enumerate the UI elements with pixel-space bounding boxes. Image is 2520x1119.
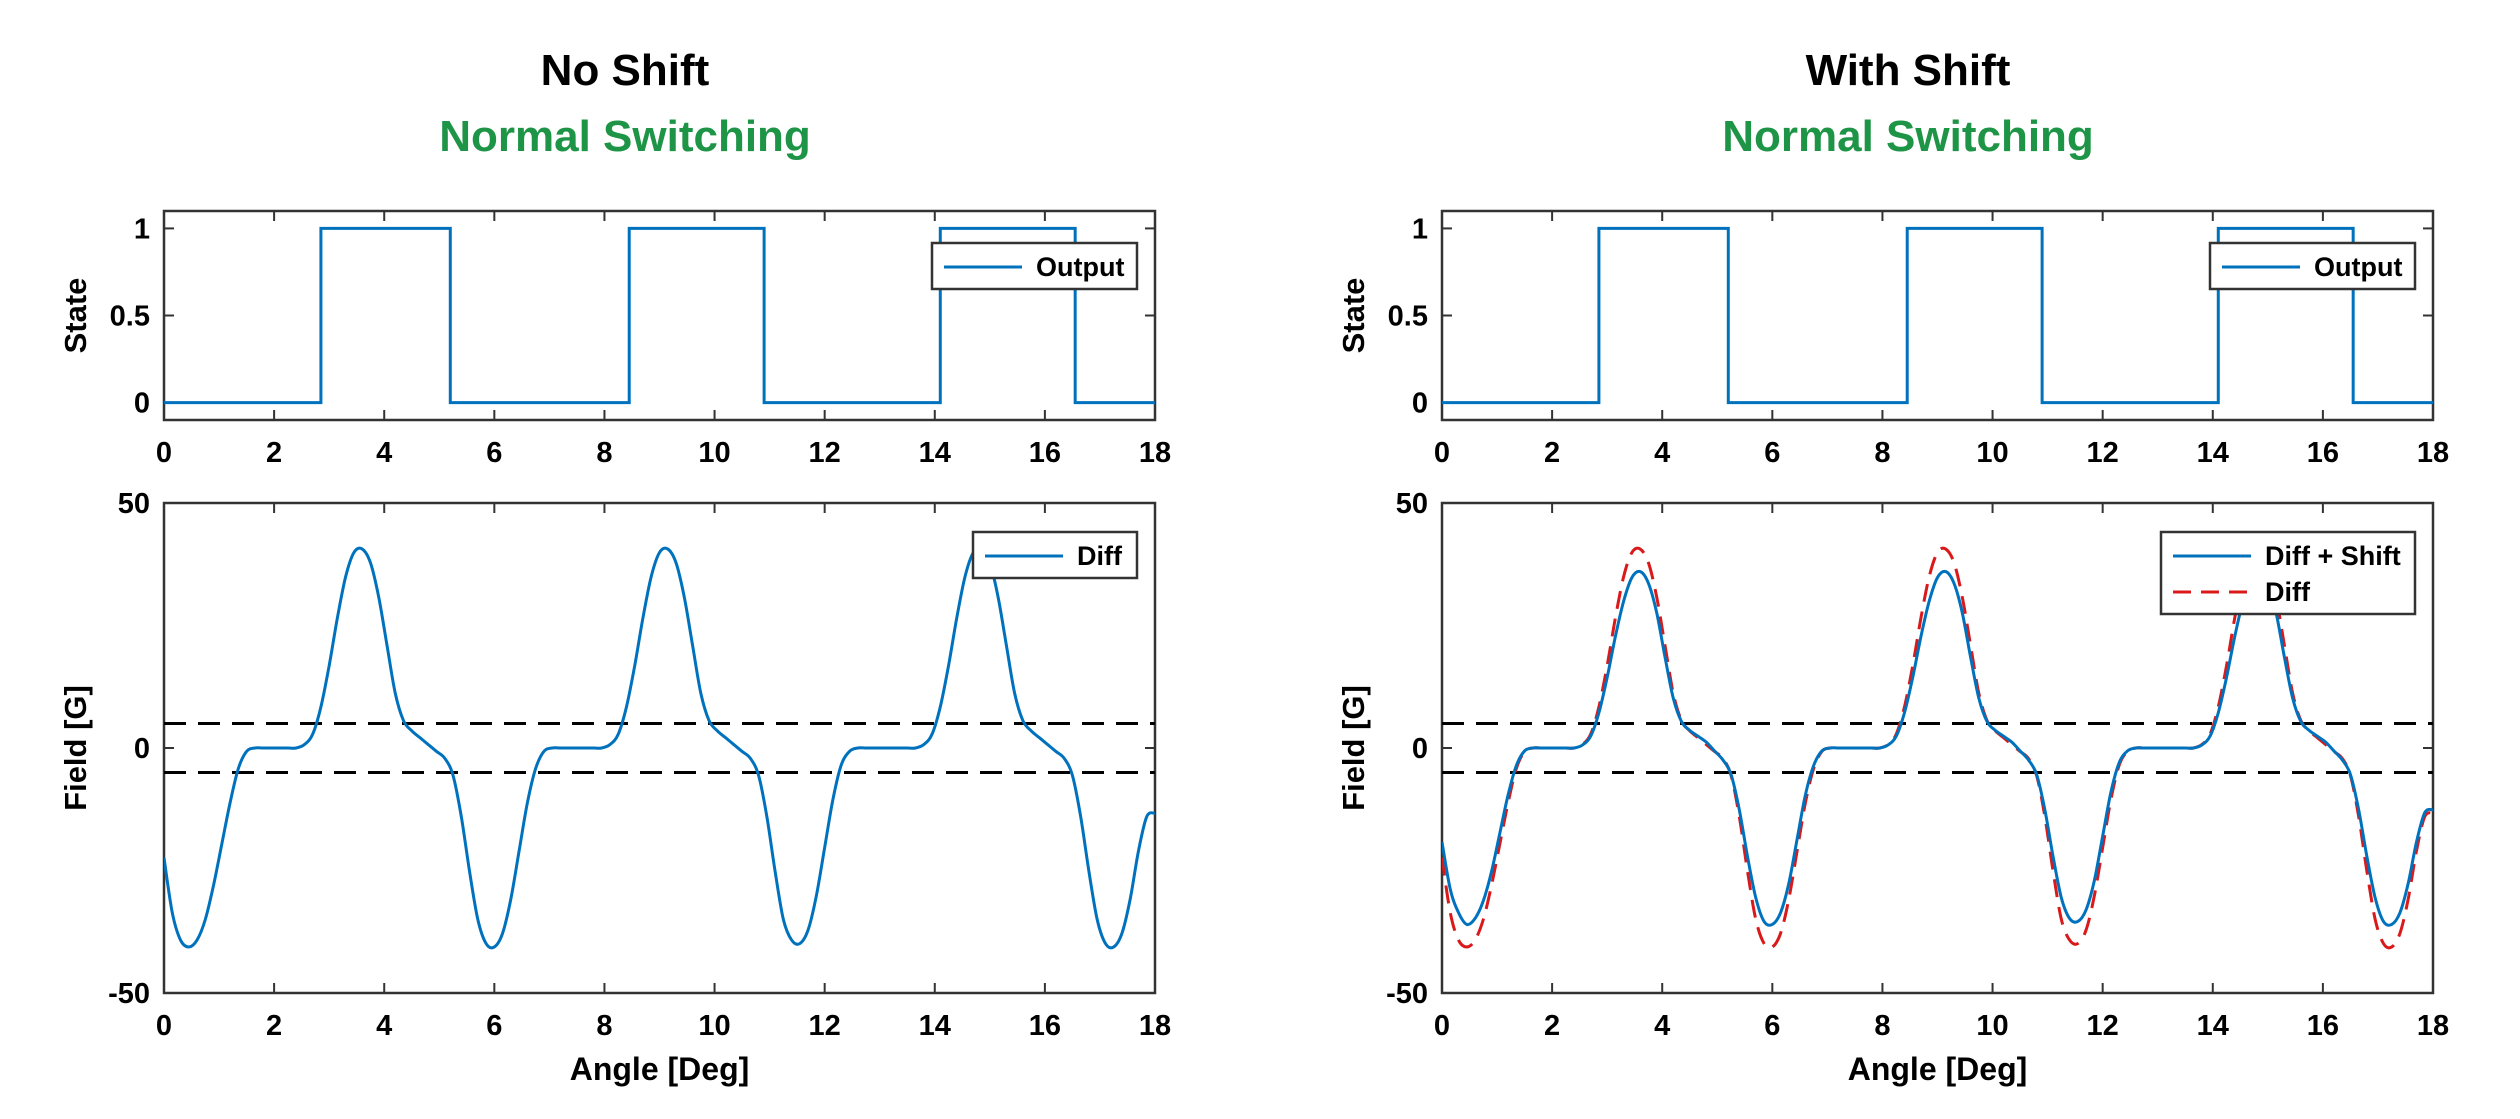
left-panel-subtitle: Normal Switching <box>439 112 811 161</box>
y-tick-label: 0 <box>134 388 150 420</box>
series-line-output <box>1442 226 2433 405</box>
y-tick-label: 0 <box>134 733 150 765</box>
x-tick-label: 6 <box>486 437 502 469</box>
legend: Output <box>930 241 1139 291</box>
x-tick-label: 18 <box>2417 437 2449 469</box>
x-tick-label: 12 <box>809 437 841 469</box>
x-tick-label: 6 <box>1764 1010 1780 1042</box>
plot-area <box>164 226 1155 405</box>
legend-entry: Diff + Shift <box>2265 541 2401 571</box>
x-tick-label: 16 <box>2307 1010 2339 1042</box>
x-tick-label: 10 <box>1976 437 2008 469</box>
x-tick-label: 4 <box>376 1010 392 1042</box>
y-tick-label: 0 <box>1412 388 1428 420</box>
y-tick-label: -50 <box>1386 978 1428 1010</box>
chart-1: 0 2 4 6 8 10 12 14 16 18 0 0.5 1 State Output <box>58 209 1171 469</box>
right-panel-title: With Shift <box>1805 46 2011 95</box>
x-tick-label: 8 <box>1874 1010 1890 1042</box>
x-tick-label: 6 <box>1764 437 1780 469</box>
x-tick-label: 18 <box>1139 437 1171 469</box>
y-tick-label: 0.5 <box>1388 301 1428 333</box>
x-tick-label: 18 <box>2417 1010 2449 1042</box>
x-axis-label: Angle [Deg] <box>1848 1051 2028 1087</box>
y-tick-label: 0 <box>1412 733 1428 765</box>
x-tick-label: 2 <box>1544 437 1560 469</box>
x-tick-label: 12 <box>809 1010 841 1042</box>
x-axis-label: Angle [Deg] <box>570 1051 750 1087</box>
y-axis-label: Field [G] <box>1336 685 1371 811</box>
right-panel-subtitle: Normal Switching <box>1722 112 2094 161</box>
legend-entry: Diff <box>1077 541 1123 571</box>
legend: Output <box>2208 241 2417 291</box>
legend-entry: Diff <box>2265 577 2311 607</box>
x-tick-label: 16 <box>1029 1010 1061 1042</box>
x-tick-label: 16 <box>1029 437 1061 469</box>
x-tick-label: 10 <box>698 437 730 469</box>
legend: Diff + Shift Diff <box>2159 530 2417 616</box>
x-tick-label: 2 <box>266 1010 282 1042</box>
x-tick-label: 8 <box>596 437 612 469</box>
y-tick-label: -50 <box>108 978 150 1010</box>
x-tick-label: 0 <box>1434 1010 1450 1042</box>
x-tick-label: 18 <box>1139 1010 1171 1042</box>
x-tick-label: 16 <box>2307 437 2339 469</box>
x-tick-label: 8 <box>596 1010 612 1042</box>
y-axis-label: State <box>1336 278 1371 354</box>
x-tick-label: 10 <box>698 1010 730 1042</box>
x-tick-label: 14 <box>2197 437 2229 469</box>
y-axis-label: State <box>58 278 93 354</box>
chart-3: 0 2 4 6 8 10 12 14 16 18 0 0.5 1 State Output <box>1336 209 2449 469</box>
x-tick-label: 6 <box>486 1010 502 1042</box>
x-tick-label: 14 <box>2197 1010 2229 1042</box>
y-tick-label: 50 <box>118 488 150 520</box>
x-tick-label: 2 <box>266 437 282 469</box>
legend: Diff <box>971 530 1139 580</box>
plot-area <box>1442 226 2433 405</box>
x-tick-label: 10 <box>1976 1010 2008 1042</box>
x-tick-label: 4 <box>376 437 392 469</box>
legend-entry: Output <box>1036 252 1124 282</box>
x-tick-label: 14 <box>919 437 951 469</box>
axes-frame <box>162 501 1157 995</box>
left-panel-title: No Shift <box>540 46 710 95</box>
x-tick-label: 2 <box>1544 1010 1560 1042</box>
y-tick-label: 1 <box>1412 213 1428 245</box>
x-tick-label: 8 <box>1874 437 1890 469</box>
x-tick-label: 14 <box>919 1010 951 1042</box>
x-tick-label: 0 <box>156 1010 172 1042</box>
legend-entry: Output <box>2314 252 2402 282</box>
y-axis-label: Field [G] <box>58 685 93 811</box>
y-tick-label: 1 <box>134 213 150 245</box>
y-tick-label: 0.5 <box>110 301 150 333</box>
series-line-output <box>164 226 1155 405</box>
x-tick-label: 0 <box>1434 437 1450 469</box>
legend-box <box>2159 530 2417 616</box>
x-tick-label: 0 <box>156 437 172 469</box>
x-tick-label: 12 <box>2087 437 2119 469</box>
x-tick-label: 12 <box>2087 1010 2119 1042</box>
x-tick-label: 4 <box>1654 437 1670 469</box>
y-tick-label: 50 <box>1396 488 1428 520</box>
x-tick-label: 4 <box>1654 1010 1670 1042</box>
